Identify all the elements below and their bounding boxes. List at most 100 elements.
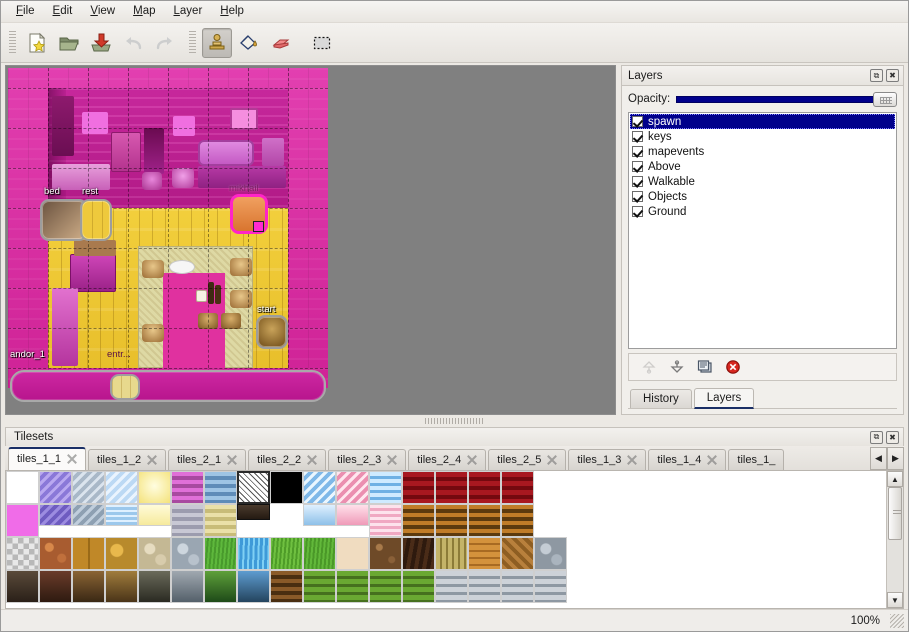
tile[interactable] xyxy=(39,570,72,603)
menu-map[interactable]: Map xyxy=(133,5,156,17)
tile[interactable] xyxy=(303,504,336,526)
float-window-icon[interactable]: ⧉ xyxy=(870,69,883,82)
layer-visibility-checkbox[interactable] xyxy=(632,116,643,127)
tile[interactable] xyxy=(270,504,303,537)
duplicate-layer-button[interactable] xyxy=(693,356,717,378)
bucket-fill-button[interactable] xyxy=(234,28,264,58)
map-surface[interactable]: bed rest mikhail andor_1 entr... start xyxy=(8,68,328,402)
tile[interactable] xyxy=(468,471,501,504)
layer-visibility-checkbox[interactable] xyxy=(632,191,643,202)
tile[interactable] xyxy=(435,537,468,570)
tile[interactable] xyxy=(534,537,567,570)
tile[interactable] xyxy=(204,504,237,537)
rectangle-select-button[interactable] xyxy=(307,28,337,58)
horizontal-splitter[interactable] xyxy=(1,415,908,427)
tile[interactable] xyxy=(501,537,534,570)
layer-visibility-checkbox[interactable] xyxy=(632,146,643,157)
tileset-tab-tiles_1_5[interactable]: tiles_1_ xyxy=(728,449,785,470)
tile[interactable] xyxy=(237,504,270,520)
tile[interactable] xyxy=(171,504,204,537)
tile[interactable] xyxy=(336,504,369,526)
tile[interactable] xyxy=(138,570,171,603)
close-tab-icon[interactable] xyxy=(467,455,477,465)
opacity-slider[interactable] xyxy=(676,92,897,107)
tile[interactable] xyxy=(501,471,534,504)
close-icon[interactable]: ✖ xyxy=(886,69,899,82)
tile[interactable] xyxy=(468,537,501,570)
redo-button[interactable] xyxy=(150,28,180,58)
tileset-tab-tiles_2_5[interactable]: tiles_2_5 xyxy=(488,449,567,470)
map-selection-handle[interactable] xyxy=(253,221,264,232)
layer-row[interactable]: Walkable xyxy=(630,174,895,189)
raise-layer-button[interactable] xyxy=(637,356,661,378)
tile[interactable] xyxy=(501,504,534,537)
tile[interactable] xyxy=(6,570,39,603)
delete-layer-button[interactable] xyxy=(721,356,745,378)
menu-edit[interactable]: Edit xyxy=(52,5,73,17)
tab-history[interactable]: History xyxy=(630,389,692,408)
close-tab-icon[interactable] xyxy=(387,455,397,465)
toolbar-grip-left[interactable] xyxy=(9,30,16,55)
layer-visibility-checkbox[interactable] xyxy=(632,206,643,217)
tile[interactable] xyxy=(369,537,402,570)
tile[interactable] xyxy=(270,471,303,504)
tile[interactable] xyxy=(6,504,39,537)
tile[interactable] xyxy=(303,537,336,570)
tileset-tab-tiles_2_2[interactable]: tiles_2_2 xyxy=(248,449,327,470)
tile[interactable] xyxy=(435,570,468,603)
tile[interactable] xyxy=(402,570,435,603)
lower-layer-button[interactable] xyxy=(665,356,689,378)
scrollbar-thumb[interactable] xyxy=(888,487,902,540)
tile[interactable] xyxy=(336,537,369,570)
tile[interactable] xyxy=(105,504,138,526)
map-object-corridor-door[interactable] xyxy=(110,374,140,400)
close-tab-icon[interactable] xyxy=(227,455,237,465)
tile[interactable] xyxy=(468,570,501,603)
map-object-corridor[interactable] xyxy=(10,370,326,402)
layer-row[interactable]: Above xyxy=(630,159,895,174)
tile[interactable] xyxy=(72,537,105,570)
tile[interactable] xyxy=(369,471,402,504)
opacity-slider-knob[interactable] xyxy=(873,92,897,107)
tile[interactable] xyxy=(105,570,138,603)
tile[interactable] xyxy=(369,504,402,537)
tile[interactable] xyxy=(72,471,105,504)
tile[interactable] xyxy=(204,570,237,603)
scroll-down-arrow-icon[interactable]: ▼ xyxy=(887,592,903,608)
menu-help[interactable]: Help xyxy=(220,5,244,17)
tile[interactable] xyxy=(39,537,72,570)
layer-row[interactable]: Objects xyxy=(630,189,895,204)
menu-layer[interactable]: Layer xyxy=(173,5,203,17)
tile[interactable] xyxy=(138,504,171,526)
tileset-tab-tiles_1_2[interactable]: tiles_1_2 xyxy=(88,449,167,470)
tile[interactable] xyxy=(402,504,435,537)
save-map-button[interactable] xyxy=(86,28,116,58)
tile[interactable] xyxy=(39,504,72,526)
layer-row[interactable]: spawn xyxy=(630,114,895,129)
tile[interactable] xyxy=(303,570,336,603)
scroll-up-arrow-icon[interactable]: ▲ xyxy=(887,471,903,487)
menu-view[interactable]: View xyxy=(90,5,116,17)
close-tab-icon[interactable] xyxy=(627,455,637,465)
close-tab-icon[interactable] xyxy=(547,455,557,465)
tile[interactable] xyxy=(204,471,237,504)
tileset-tab-prev-button[interactable]: ◀ xyxy=(870,447,887,470)
tab-layers[interactable]: Layers xyxy=(693,388,755,409)
tileset-tab-tiles_1_4[interactable]: tiles_1_4 xyxy=(648,449,727,470)
map-canvas[interactable]: bed rest mikhail andor_1 entr... start xyxy=(5,65,616,415)
tile[interactable] xyxy=(336,471,369,504)
tile[interactable] xyxy=(204,537,237,570)
tile[interactable] xyxy=(468,504,501,537)
tile[interactable] xyxy=(171,471,204,504)
undo-button[interactable] xyxy=(118,28,148,58)
tile[interactable] xyxy=(39,471,72,504)
map-object-start[interactable] xyxy=(256,315,288,349)
layer-row[interactable]: keys xyxy=(630,129,895,144)
layer-row[interactable]: Ground xyxy=(630,204,895,219)
toolbar-grip-right[interactable] xyxy=(189,30,196,55)
layer-row[interactable]: mapevents xyxy=(630,144,895,159)
open-map-button[interactable] xyxy=(54,28,84,58)
close-icon[interactable]: ✖ xyxy=(886,430,899,444)
tile[interactable] xyxy=(402,471,435,504)
tile[interactable] xyxy=(237,537,270,570)
